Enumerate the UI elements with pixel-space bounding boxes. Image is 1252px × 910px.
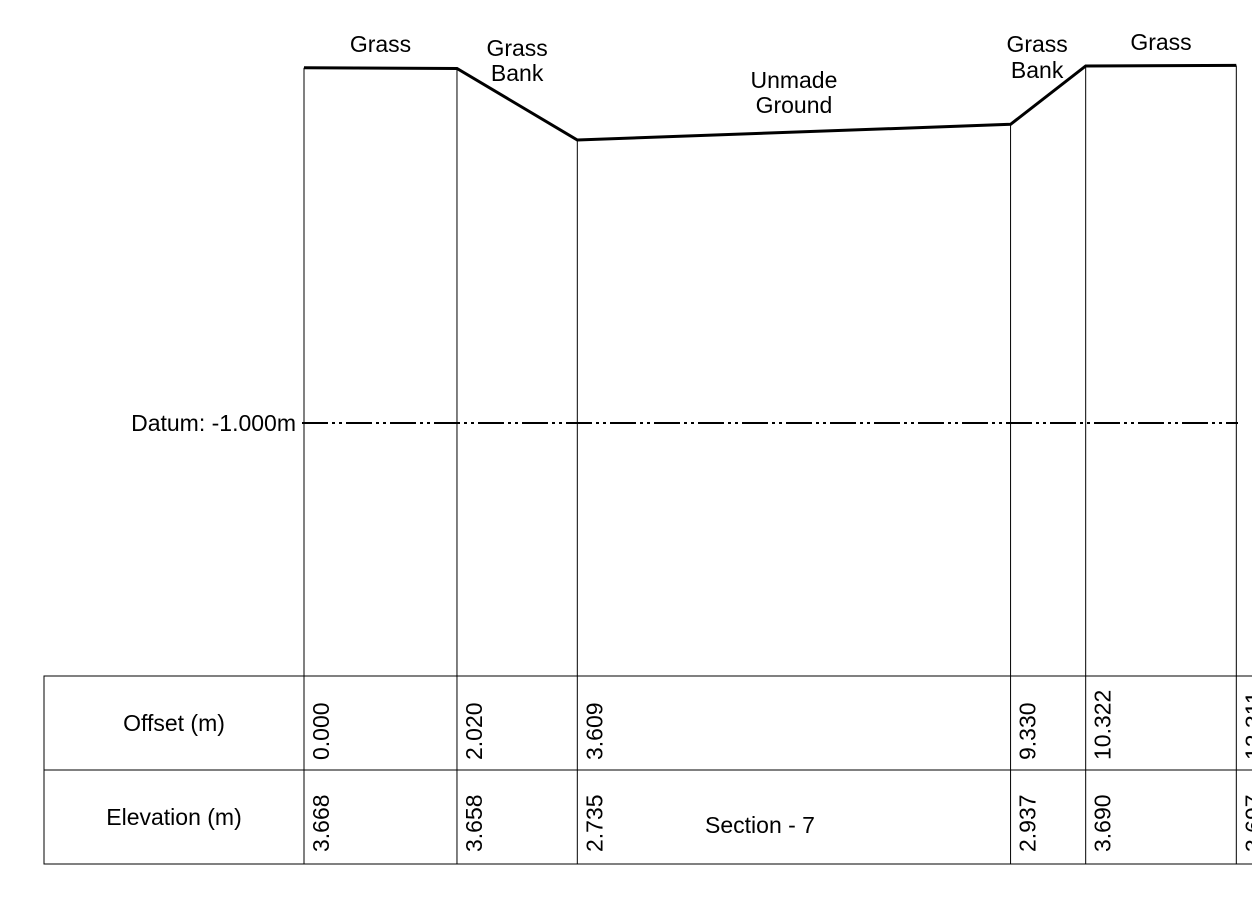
surface-label: Grass bbox=[486, 35, 547, 61]
elevation-value: 2.937 bbox=[1015, 794, 1041, 852]
surface-label: Ground bbox=[756, 92, 833, 118]
data-table: Offset (m) Elevation (m) bbox=[43, 675, 1252, 865]
datum-label: Datum: -1.000m bbox=[131, 410, 296, 436]
surface-label: Bank bbox=[1011, 57, 1064, 83]
offset-value: 10.322 bbox=[1090, 690, 1116, 760]
surface-label: Unmade bbox=[750, 67, 837, 93]
ground-profile bbox=[303, 63, 1237, 142]
offset-value: 0.000 bbox=[308, 702, 334, 760]
offset-row-header: Offset (m) bbox=[123, 710, 225, 736]
elevation-value: 3.697 bbox=[1240, 794, 1252, 852]
surface-label: Grass bbox=[350, 31, 411, 57]
elevation-row-header: Elevation (m) bbox=[106, 804, 241, 830]
surface-label: Grass bbox=[1006, 31, 1067, 57]
offset-value: 9.330 bbox=[1015, 702, 1041, 760]
elevation-value: 2.735 bbox=[581, 794, 607, 852]
offset-value: 3.609 bbox=[581, 702, 607, 760]
section-title: Section - 7 bbox=[705, 812, 815, 838]
station-values: 0.000 3.668 2.020 3.658 3.609 2.735 9.330 2.937… bbox=[308, 690, 1252, 852]
surface-label: Bank bbox=[491, 60, 544, 86]
station-lines bbox=[303, 65, 1237, 864]
offset-value: 12.311 bbox=[1240, 691, 1252, 760]
elevation-value: 3.658 bbox=[461, 794, 487, 852]
elevation-value: 3.668 bbox=[308, 794, 334, 852]
surface-label: Grass bbox=[1130, 29, 1191, 55]
elevation-value: 3.690 bbox=[1090, 794, 1116, 852]
offset-value: 2.020 bbox=[461, 702, 487, 760]
